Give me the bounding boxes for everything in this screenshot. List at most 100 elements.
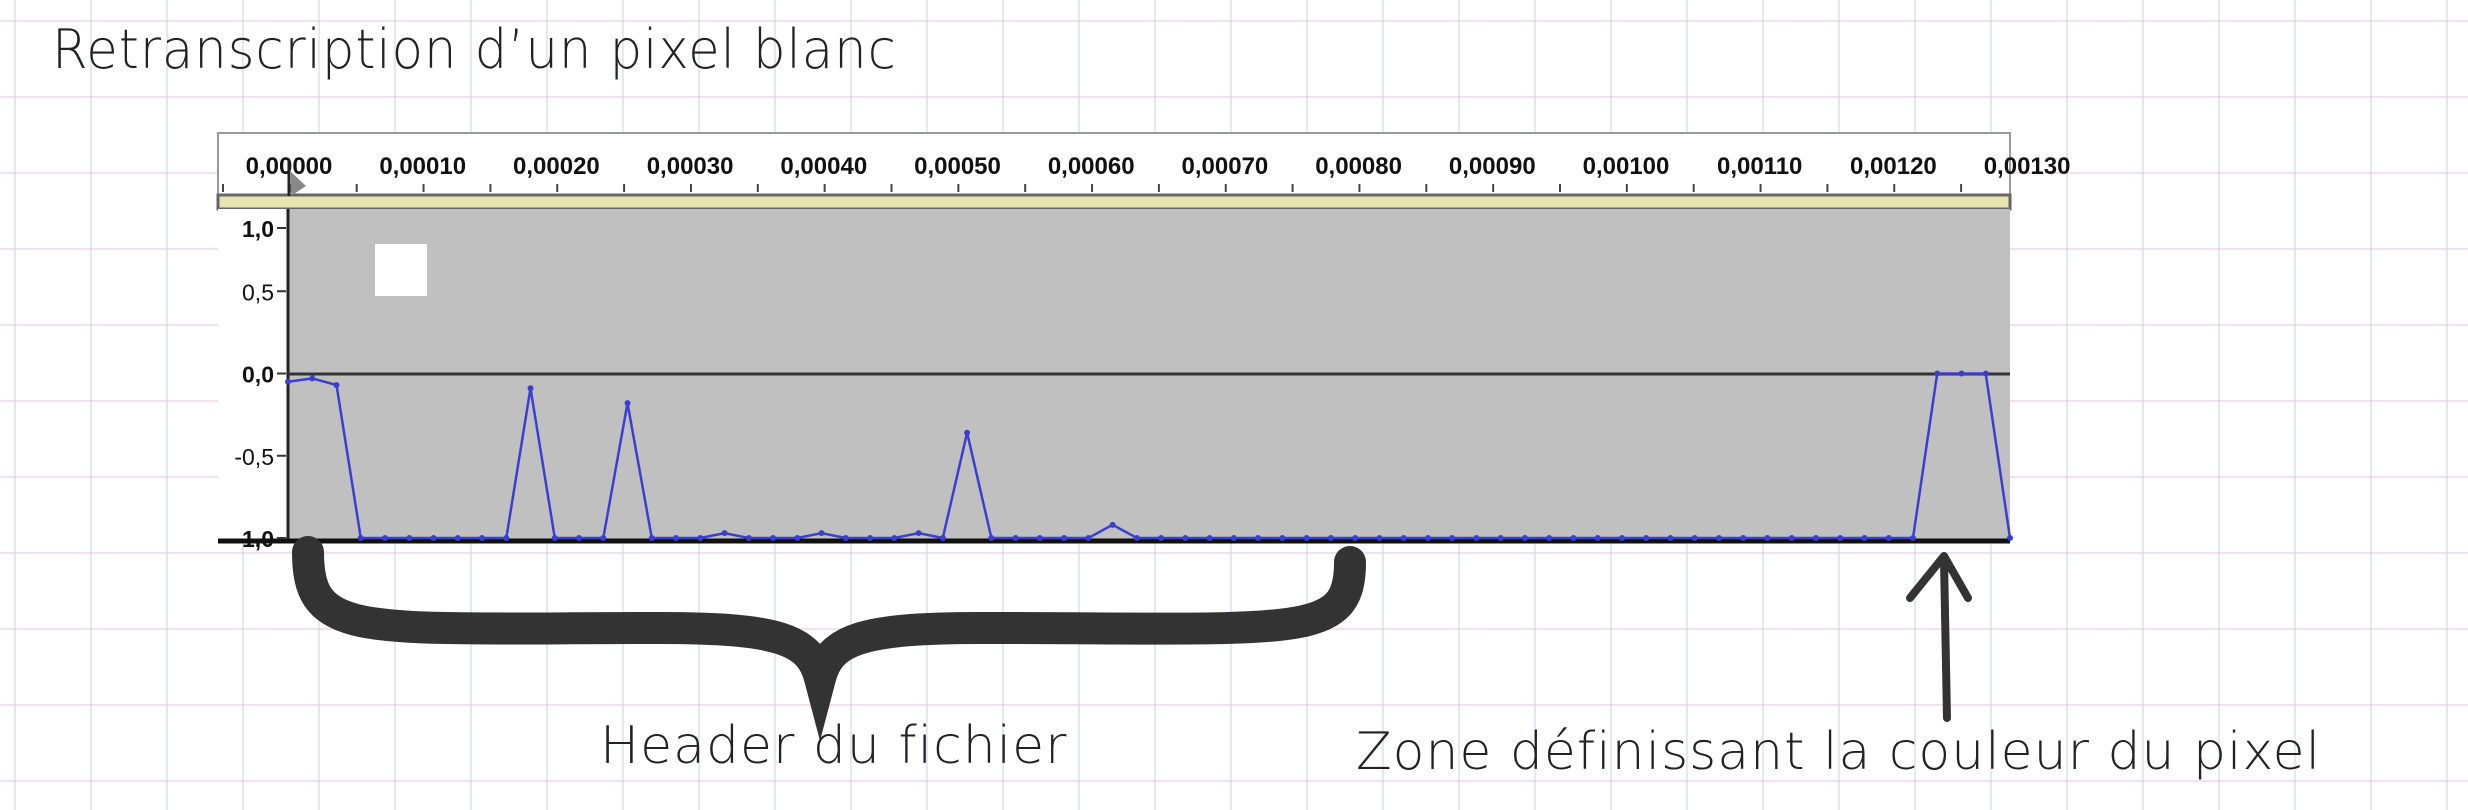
sample-point bbox=[1885, 535, 1892, 541]
sample-point bbox=[794, 535, 801, 541]
sample-point bbox=[600, 535, 607, 541]
waveform-line bbox=[287, 372, 2012, 540]
sample-point bbox=[915, 530, 922, 537]
sample-point bbox=[939, 535, 946, 541]
sample-point bbox=[1449, 535, 1456, 541]
x-tick-label: 0,00070 bbox=[1182, 153, 1269, 180]
sample-point bbox=[1691, 535, 1698, 541]
sample-point bbox=[1764, 535, 1771, 541]
header-label: Header du fichier bbox=[600, 716, 1068, 776]
sample-point bbox=[1812, 535, 1819, 541]
sample-point bbox=[1958, 370, 1965, 377]
x-tick-label: 0,00120 bbox=[1850, 153, 1937, 180]
sample-point bbox=[1788, 535, 1795, 541]
sample-point bbox=[988, 535, 995, 541]
sample-point bbox=[891, 535, 898, 541]
y-tick-label: 1,0 bbox=[242, 216, 274, 242]
sample-point bbox=[1085, 535, 1092, 541]
sample-point bbox=[357, 535, 364, 541]
sample-point bbox=[1909, 535, 1916, 541]
sample-point bbox=[1715, 535, 1722, 541]
sample-point bbox=[1861, 535, 1868, 541]
sample-point bbox=[430, 535, 437, 541]
x-tick-label: 0,00130 bbox=[1984, 153, 2071, 180]
sample-point bbox=[1279, 535, 1286, 541]
sample-point bbox=[479, 535, 486, 541]
sample-point bbox=[1497, 535, 1504, 541]
x-tick-label: 0,00050 bbox=[914, 153, 1001, 180]
sample-point bbox=[745, 535, 752, 541]
sample-point bbox=[1109, 521, 1116, 528]
x-tick-label: 0,00030 bbox=[647, 153, 734, 180]
color-zone-arrow-icon bbox=[1906, 552, 1972, 722]
sample-point bbox=[503, 535, 510, 541]
color-zone-label: Zone définissant la couleur du pixel bbox=[1356, 722, 2322, 782]
playhead-arrow-icon bbox=[291, 172, 306, 196]
y-tick-label: -1,0 bbox=[234, 526, 274, 552]
sample-point bbox=[964, 429, 971, 436]
x-axis-ticks: 0,00000 0,00010 0,00020 0,00030 0,00040 0,000… bbox=[222, 153, 2071, 192]
sample-point bbox=[1982, 370, 1989, 377]
x-tick-label: 0,00080 bbox=[1315, 153, 1402, 180]
sample-point bbox=[454, 535, 461, 541]
sample-point bbox=[1424, 535, 1431, 541]
header-brace-icon bbox=[292, 536, 1366, 741]
sample-point bbox=[1230, 535, 1237, 541]
sample-point bbox=[406, 535, 413, 541]
sample-point bbox=[1643, 535, 1650, 541]
sample-point bbox=[1934, 370, 1941, 377]
sample-point bbox=[551, 535, 558, 541]
sample-point bbox=[333, 382, 340, 389]
y-axis-ticks: 1,0 0,5 0,0 -0,5 -1,0 bbox=[234, 216, 286, 552]
sample-point bbox=[1376, 535, 1383, 541]
sample-point bbox=[309, 375, 316, 382]
sample-point bbox=[1740, 535, 1747, 541]
y-tick-label: -0,5 bbox=[234, 444, 274, 470]
sample-point bbox=[2007, 535, 2013, 541]
sample-point bbox=[576, 535, 583, 541]
sample-point bbox=[1400, 535, 1407, 541]
sample-point bbox=[1255, 535, 1262, 541]
y-tick-label: 0,0 bbox=[242, 362, 274, 388]
sample-point bbox=[1012, 535, 1019, 541]
x-tick-label: 0,00040 bbox=[780, 153, 867, 180]
ruler-divider bbox=[216, 193, 2012, 211]
sample-point bbox=[867, 535, 874, 541]
x-tick-label: 0,00090 bbox=[1449, 153, 1536, 180]
sample-point bbox=[697, 535, 704, 541]
x-tick-label: 0,00100 bbox=[1583, 153, 1670, 180]
sample-point bbox=[1473, 535, 1480, 541]
sample-point bbox=[1327, 535, 1334, 541]
sample-point bbox=[1667, 535, 1674, 541]
time-ruler bbox=[217, 132, 2011, 196]
sample-point bbox=[382, 535, 389, 541]
sample-point bbox=[1521, 535, 1528, 541]
x-tick-label: 0,00020 bbox=[513, 153, 600, 180]
sample-point bbox=[527, 385, 534, 392]
waveform-series bbox=[285, 370, 2013, 541]
sample-point bbox=[1182, 535, 1189, 541]
x-tick-label: 0,00060 bbox=[1048, 153, 1135, 180]
sample-point bbox=[1837, 535, 1844, 541]
sample-point bbox=[1546, 535, 1553, 541]
sample-point bbox=[1133, 535, 1140, 541]
sample-point bbox=[1158, 535, 1165, 541]
sample-point bbox=[1570, 535, 1577, 541]
sample-point bbox=[673, 535, 680, 541]
sample-point bbox=[1061, 535, 1068, 541]
sample-point bbox=[285, 378, 291, 385]
sample-point bbox=[1303, 535, 1310, 541]
sample-point bbox=[624, 400, 631, 407]
sample-point bbox=[1206, 535, 1213, 541]
white-pixel-swatch bbox=[375, 244, 427, 296]
sample-point bbox=[1036, 535, 1043, 541]
sample-point bbox=[721, 530, 728, 537]
page-title: Retranscription d’un pixel blanc bbox=[52, 18, 897, 81]
y-tick-label: 0,5 bbox=[242, 279, 274, 305]
sample-point bbox=[648, 535, 655, 541]
sample-point bbox=[1352, 535, 1359, 541]
x-tick-label: 0,00110 bbox=[1717, 153, 1802, 180]
sample-point bbox=[842, 535, 849, 541]
sample-point bbox=[1618, 535, 1625, 541]
